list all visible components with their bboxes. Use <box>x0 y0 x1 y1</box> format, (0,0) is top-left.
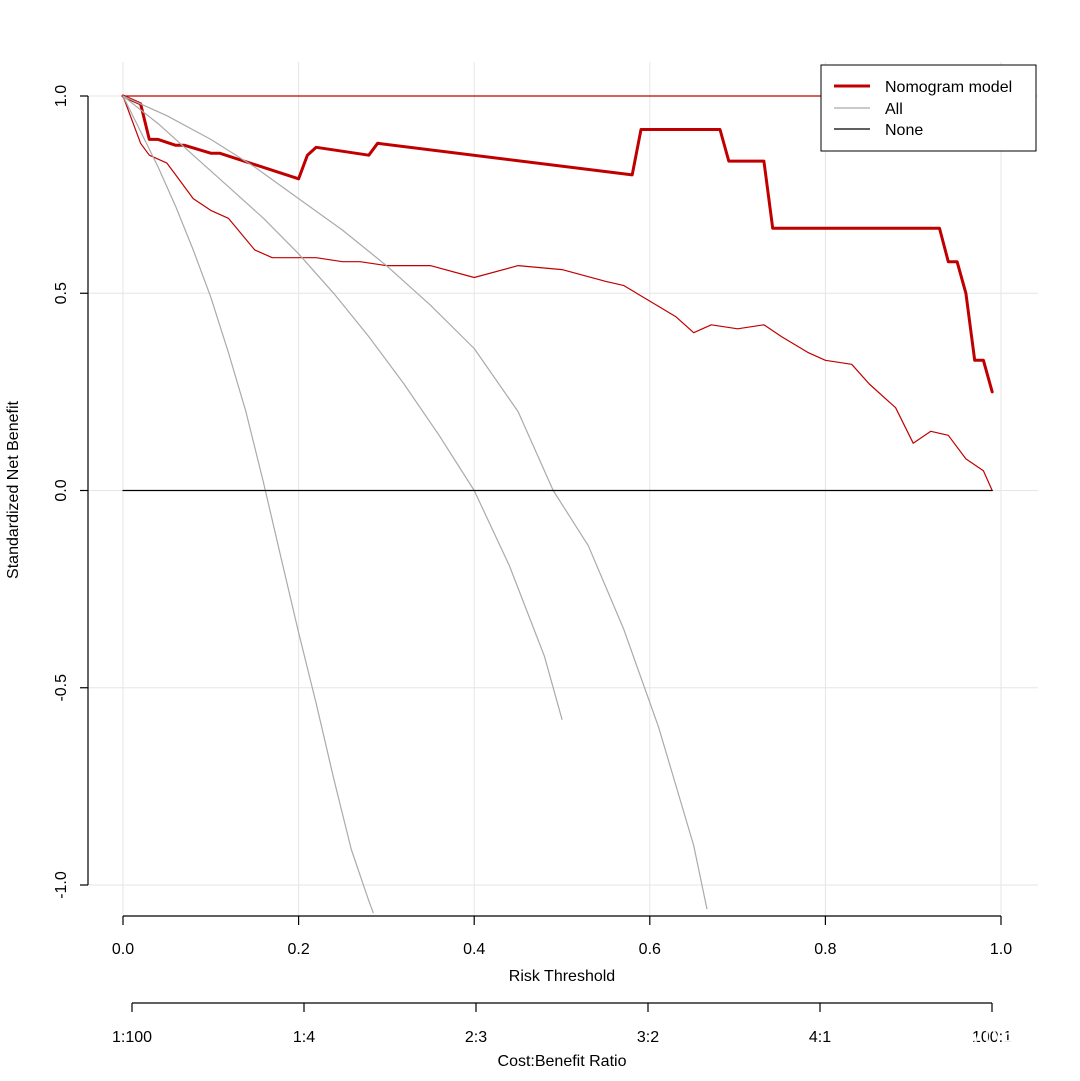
secondary-tick-label-5: 100:1 <box>972 1029 1012 1046</box>
secondary-tick-label-2: 2:3 <box>465 1029 487 1046</box>
series-line-nomogram-model <box>121 94 994 394</box>
series-line-nomogram-model-lower-bound <box>122 95 993 492</box>
watermark-text: 知乎 @蔡小明 <box>852 1021 1029 1054</box>
secondary-tick-label-0: 1:100 <box>112 1029 152 1046</box>
y-tick-label-1: -0.5 <box>53 674 70 702</box>
series-line-all <box>122 95 563 720</box>
y-tick-label-0: -1.0 <box>53 871 70 899</box>
series-line-all-lower-bound <box>122 95 374 914</box>
series-line-all-upper-bound <box>122 95 708 910</box>
legend-label-nomogram: Nomogram model <box>885 79 1012 96</box>
legend: Nomogram model All None <box>820 64 1037 152</box>
ticks: -1.0 -0.5 0.0 0.5 1.0 0.0 0.2 0.4 0.6 0.8 1.0 1:100… <box>53 85 1012 1046</box>
x-tick-label-4: 0.8 <box>814 941 836 958</box>
x-tick-label-3: 0.6 <box>639 941 661 958</box>
secondary-axis-title: Cost:Benefit Ratio <box>498 1053 627 1070</box>
x-tick-label-2: 0.4 <box>463 941 485 958</box>
x-axis-title: Risk Threshold <box>509 968 615 985</box>
series-layer <box>121 94 994 914</box>
legend-label-all: All <box>885 101 903 118</box>
legend-label-none: None <box>885 122 923 139</box>
y-tick-label-2: 0.0 <box>53 479 70 501</box>
x-tick-label-0: 0.0 <box>112 941 134 958</box>
secondary-tick-label-3: 3:2 <box>637 1029 659 1046</box>
x-tick-label-5: 1.0 <box>990 941 1012 958</box>
secondary-tick-label-1: 1:4 <box>293 1029 315 1046</box>
x-tick-label-1: 0.2 <box>287 941 309 958</box>
y-tick-label-3: 0.5 <box>53 282 70 304</box>
axes <box>87 96 1001 1004</box>
y-axis-title: Standardized Net Benefit <box>5 401 22 579</box>
grid <box>88 62 1038 916</box>
y-tick-label-4: 1.0 <box>53 85 70 107</box>
secondary-tick-label-4: 4:1 <box>809 1029 831 1046</box>
